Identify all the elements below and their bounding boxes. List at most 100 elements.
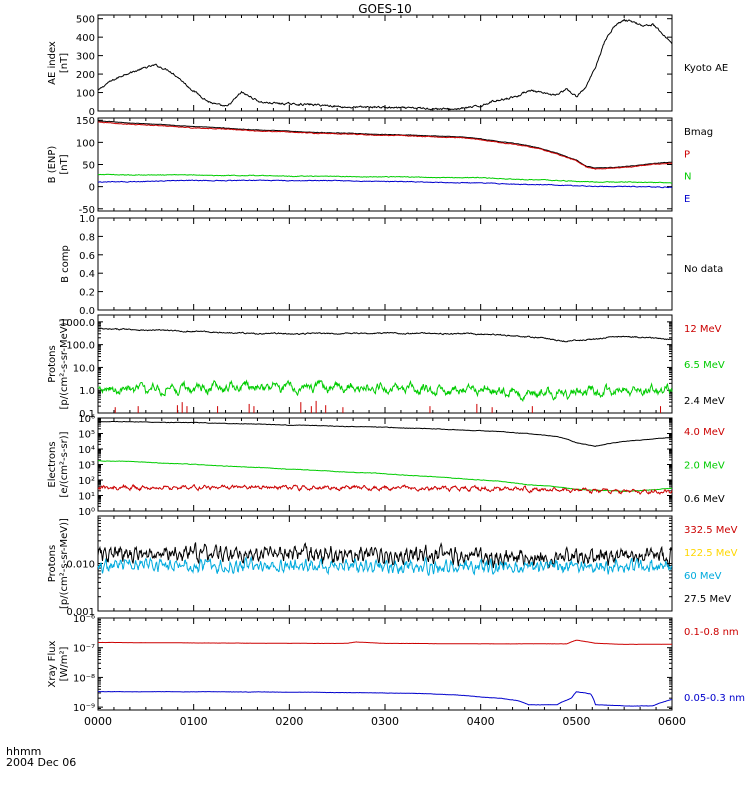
legend-entry: 60 MeV (684, 571, 722, 582)
panel-frame (97, 117, 673, 212)
legend-entry: 122.5 MeV (684, 548, 738, 559)
time-axis-row1: hhmm (6, 745, 41, 758)
x-tick-label: 0100 (180, 715, 208, 728)
y-axis-label: [W/m²] (59, 646, 70, 681)
y-axis-label: Electrons (47, 441, 58, 487)
series-line (97, 690, 673, 707)
panel-protons2: 0.001 0.010 Protons [p/(cm²-s-sr-MeV)] 332.5… (47, 515, 738, 618)
y-axis-label: [e/(cm²-s-sr)] (59, 431, 70, 497)
panel-xray: 10⁻⁹ 10⁻⁸ 10⁻⁷ 10⁻⁶ Xray Flux [W/m²] 0.1-0.8 n… (47, 614, 745, 714)
y-tick-label: 300 (76, 52, 95, 63)
y-tick-label: 10³ (78, 461, 95, 472)
y-axis-label: [nT] (59, 53, 70, 73)
series-line (97, 173, 673, 184)
y-tick-label: 0 (89, 183, 95, 194)
panel-electrons: 10⁰ 10¹ 10² 10³ 10⁴ 10⁵ 10⁶ Electrons [e/(cm²-s-… (47, 414, 725, 518)
series-line (97, 18, 673, 111)
y-tick-label: 150 (76, 116, 95, 127)
legend-entry: 0.1-0.8 nm (684, 627, 739, 638)
legend-entry: Kyoto AE (684, 63, 728, 74)
panel-frame (97, 617, 673, 711)
y-tick-label: 0.010 (66, 560, 95, 571)
time-axis: hhmm 2004 Dec 06 0000 0100 0200 0300 0400 050… (6, 715, 686, 769)
y-axis-label: B (ENP) (47, 146, 58, 184)
y-tick-label: 10⁴ (78, 445, 95, 456)
y-tick-label: 0.8 (79, 232, 95, 243)
series-line (97, 483, 673, 496)
legend-entry: 2.0 MeV (684, 461, 725, 472)
legend-entry: 6.5 MeV (684, 360, 725, 371)
y-tick-label: 100 (76, 89, 95, 100)
legend-entry: 0.05-0.3 nm (684, 693, 745, 704)
x-tick-label: 0000 (84, 715, 112, 728)
time-axis-row2: 2004 Dec 06 (6, 756, 76, 769)
x-tick-label: 0600 (658, 715, 686, 728)
legend-entry: 27.5 MeV (684, 594, 731, 605)
series-spikes (114, 400, 662, 413)
y-tick-label: 10¹ (78, 492, 95, 503)
series-line (97, 327, 673, 343)
y-axis-label: [p/(cm²-s-sr-MeV)] (59, 518, 70, 609)
panel-frame (97, 217, 673, 311)
y-tick-label: 100.0 (66, 341, 95, 352)
series-line (97, 179, 673, 189)
legend-entry: P (684, 149, 690, 160)
y-axis-label: [p/(cm²-s-sr-MeV)] (59, 318, 70, 409)
legend-entry: No data (684, 264, 723, 275)
legend-entry: N (684, 172, 691, 183)
y-tick-label: 10⁻⁶ (73, 614, 95, 625)
y-tick-label: 1000.0 (60, 318, 95, 329)
y-tick-label: 10⁻⁸ (73, 673, 95, 684)
series-line (97, 555, 673, 576)
panel-bcomp: 0.0 0.2 0.4 0.6 0.8 1.0 B comp No data (60, 214, 723, 317)
y-axis-label: Protons (47, 345, 58, 382)
panel-protons1: 0.1 1.0 10.0 100.0 1000.0 Protons [p/(cm²-s-sr… (47, 314, 725, 420)
x-tick-label: 0200 (275, 715, 303, 728)
y-tick-label: 10⁻⁷ (73, 644, 95, 655)
y-axis-label: Xray Flux (47, 640, 58, 687)
y-tick-label: 1.0 (79, 386, 95, 397)
series-line (97, 379, 673, 402)
y-tick-label: 1.0 (79, 214, 95, 225)
y-tick-label: 10⁶ (78, 414, 95, 425)
y-tick-label: 400 (76, 33, 95, 44)
y-tick-label: 0.4 (79, 269, 95, 280)
y-axis-label: [nT] (59, 154, 70, 174)
y-tick-label: 0.1 (79, 409, 95, 420)
figure-title: GOES-10 (358, 2, 412, 16)
y-tick-label: 0.6 (79, 251, 95, 262)
y-axis-label: B comp (60, 245, 71, 283)
legend-entry: Bmag (684, 127, 713, 138)
x-tick-label: 0300 (371, 715, 399, 728)
panel-bfield: -50 0 50 100 150 B (ENP) [nT] Bmag P NE (47, 116, 713, 216)
y-tick-label: 10.0 (73, 363, 95, 374)
y-axis-label: Protons (47, 545, 58, 582)
series-line (98, 120, 673, 169)
legend-entry: 2.4 MeV (684, 396, 725, 407)
series-line (97, 420, 673, 447)
panel-frame (97, 14, 673, 112)
y-tick-label: 0.001 (66, 607, 95, 618)
legend-entry: 332.5 MeV (684, 525, 738, 536)
y-tick-label: 500 (76, 15, 95, 26)
panel-ae: 0 100 200 300 400 500 AE index [nT] Kyoto AE (47, 14, 728, 118)
series-line (97, 121, 673, 170)
x-tick-label: 0400 (467, 715, 495, 728)
series-line (98, 639, 673, 646)
legend-entry: 12 MeV (684, 324, 722, 335)
y-axis-label: AE index (47, 41, 58, 85)
legend-entry: 4.0 MeV (684, 427, 725, 438)
y-tick-label: 10⁰ (78, 507, 95, 518)
panel-frame (97, 314, 673, 414)
y-tick-label: 10⁵ (78, 430, 95, 441)
y-tick-label: 10² (78, 476, 95, 487)
legend-entry: E (684, 194, 690, 205)
x-tick-label: 0500 (562, 715, 590, 728)
panel-frame (97, 417, 673, 512)
y-tick-label: 0.2 (79, 288, 95, 299)
y-tick-label: 0 (89, 107, 95, 118)
series-line (97, 542, 673, 569)
y-tick-label: 100 (76, 138, 95, 149)
